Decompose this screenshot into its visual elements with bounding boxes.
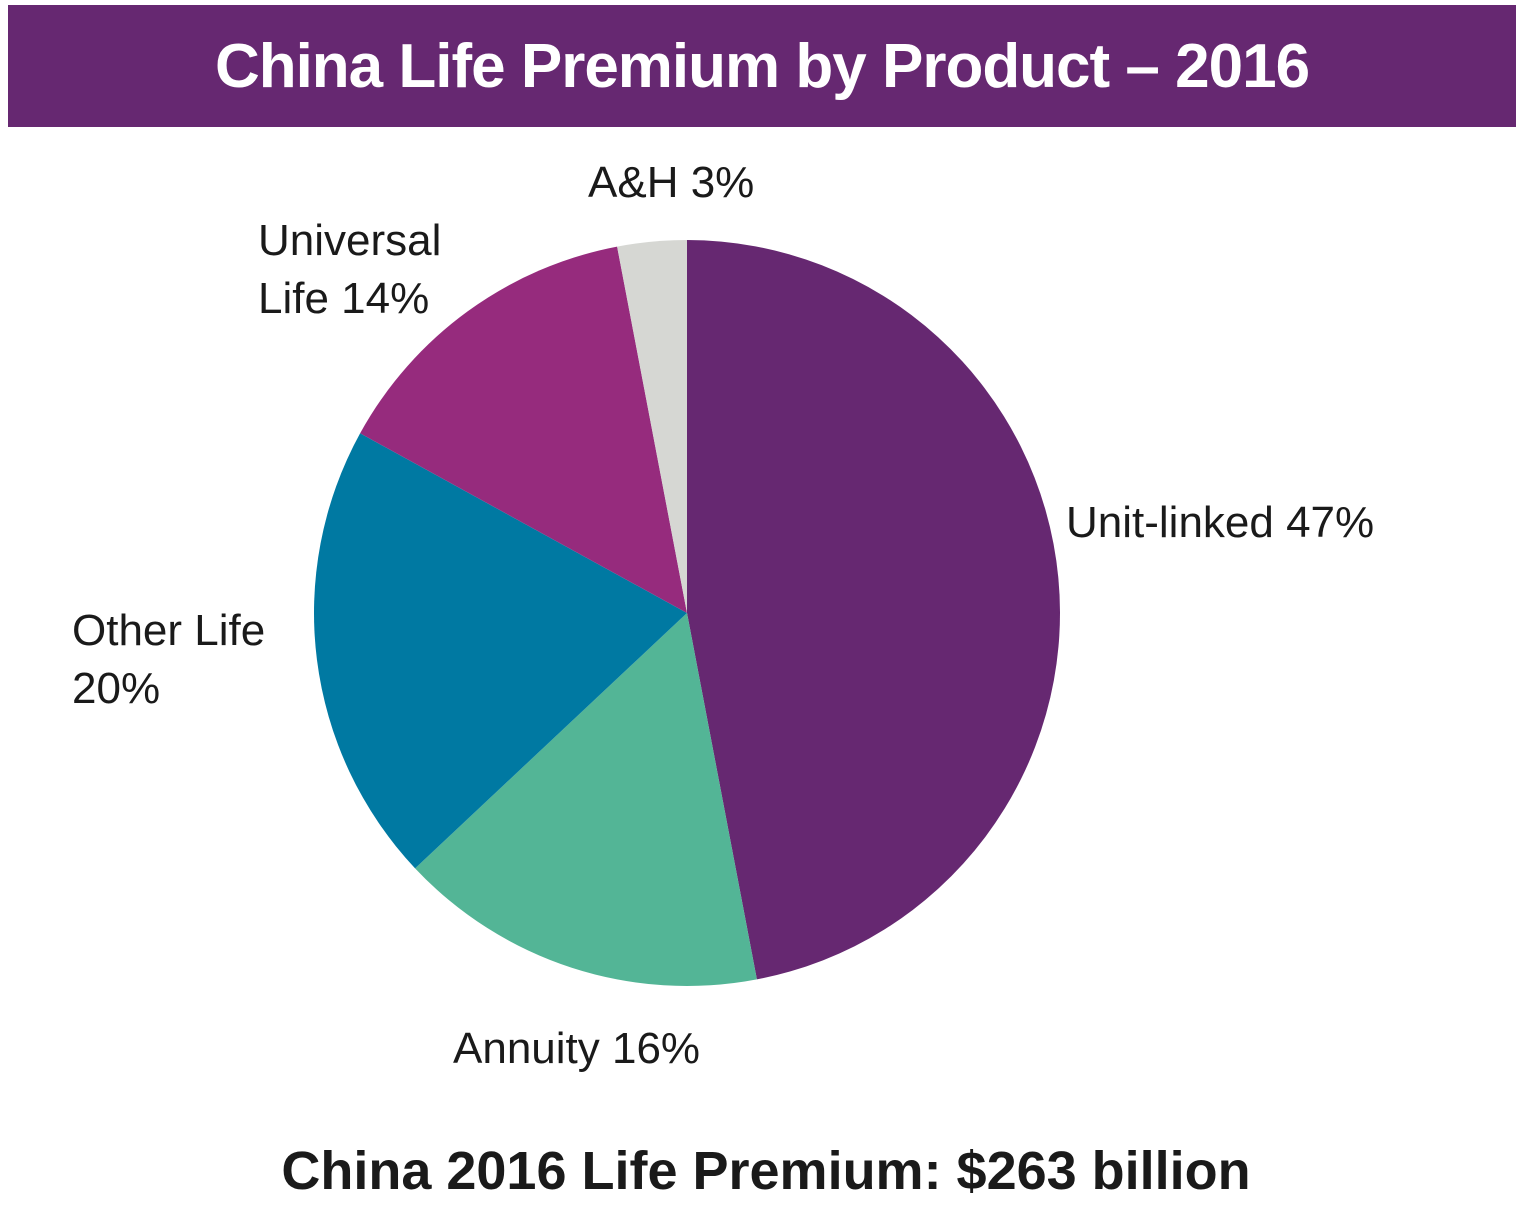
slice-label-line: Unit-linked 47% xyxy=(1066,498,1375,547)
slice-label-line: A&H 3% xyxy=(588,158,755,207)
slice-label-other-life: Other Life 20% xyxy=(72,602,265,718)
slice-label-unit-linked: Unit-linked 47% xyxy=(1066,494,1374,552)
slice-label-universal-life: Universal Life 14% xyxy=(258,212,441,328)
slice-annuity xyxy=(415,613,757,986)
slice-label-line: Universal xyxy=(258,216,442,265)
slice-universal-life xyxy=(360,246,687,613)
slice-other-life xyxy=(314,433,687,869)
chart-footer: China 2016 Life Premium: $263 billion xyxy=(281,1141,1251,1201)
slice-label-line: 20% xyxy=(72,664,161,713)
slice-label-annuity: Annuity 16% xyxy=(453,1020,700,1078)
slice-unit-linked xyxy=(687,240,1060,980)
slice-label-a-and-h: A&H 3% xyxy=(588,154,754,212)
slice-label-line: Other Life xyxy=(72,606,266,655)
chart-title-bar: China Life Premium by Product – 2016 xyxy=(8,5,1516,127)
slice-label-line: Annuity 16% xyxy=(453,1024,701,1073)
slice-a-and-h xyxy=(617,240,687,613)
chart-title: China Life Premium by Product – 2016 xyxy=(214,31,1310,101)
slice-label-line: Life 14% xyxy=(258,274,430,323)
